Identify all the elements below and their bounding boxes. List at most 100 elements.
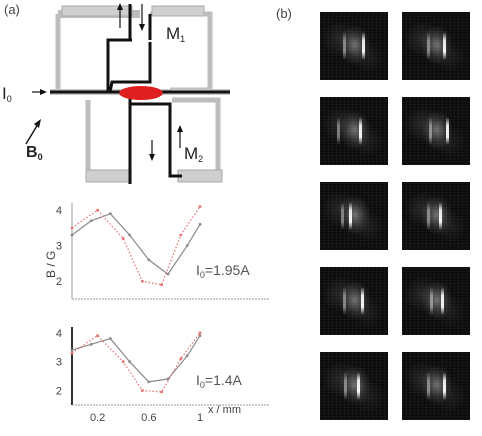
- x-tick-label: 0.2: [90, 412, 105, 424]
- data-point: [166, 377, 170, 381]
- b0-arrow: [34, 119, 41, 128]
- absorption-image-tile: [320, 182, 388, 250]
- data-point: [160, 283, 164, 287]
- x-axis-label: x / mm: [208, 404, 241, 416]
- atom-cloud: [119, 86, 163, 100]
- current-arrow-m1-down: [139, 24, 145, 31]
- trap-schematic: [25, 3, 230, 184]
- data-point: [198, 334, 202, 338]
- current-arrow-m1-up: [117, 3, 123, 10]
- data-point: [141, 389, 144, 392]
- dim-streak: [429, 117, 432, 145]
- y-tick-label: 3: [56, 357, 62, 369]
- data-point: [89, 342, 93, 346]
- y-tick-label: 3: [56, 241, 62, 253]
- dim-streak: [343, 287, 346, 315]
- data-point: [166, 272, 170, 276]
- absorption-image-tile: [402, 352, 470, 420]
- dim-streak: [341, 202, 344, 230]
- absorption-image-tile: [320, 352, 388, 420]
- m2-label: M2: [184, 144, 204, 164]
- series-line-1: [71, 206, 201, 286]
- absorption-image-tile: [402, 182, 470, 250]
- bright-streak: [446, 117, 449, 145]
- y-tick-label: 2: [56, 386, 62, 398]
- data-point: [121, 360, 125, 364]
- data-point: [109, 337, 112, 340]
- data-point: [96, 208, 99, 212]
- i0-arrow: [40, 89, 47, 95]
- data-point: [185, 354, 189, 358]
- data-point: [121, 237, 125, 240]
- data-point: [70, 348, 74, 352]
- bright-streak: [443, 372, 446, 400]
- data-point: [198, 222, 202, 226]
- y-axis-label: B / G: [44, 250, 58, 278]
- y-tick-label: 2: [56, 276, 62, 288]
- data-point: [128, 360, 132, 364]
- outer-wall-top-left: [55, 14, 108, 95]
- data-point: [96, 334, 99, 338]
- dim-streak: [427, 202, 430, 230]
- data-point: [70, 233, 74, 237]
- top-block-right: [151, 5, 205, 17]
- annotation-top: I0=1.95A: [196, 262, 250, 280]
- data-point: [198, 331, 202, 335]
- y-tick-label: 4: [56, 328, 62, 340]
- absorption-image-tile: [320, 97, 388, 165]
- bright-streak: [443, 32, 446, 60]
- dim-streak: [427, 372, 430, 400]
- bottom-block-right: [177, 169, 223, 183]
- bright-streak: [357, 372, 360, 400]
- data-point: [185, 244, 189, 248]
- absorption-image-tile: [320, 12, 388, 80]
- data-point: [179, 357, 183, 361]
- bright-streak: [439, 202, 442, 230]
- i0-label: I0: [2, 84, 12, 104]
- bright-streak: [349, 202, 352, 230]
- current-arrow-m2-up: [177, 125, 183, 132]
- data-point: [109, 212, 112, 216]
- x-tick-label: 1: [197, 412, 203, 424]
- panel-a-label: (a): [4, 2, 20, 17]
- data-point: [89, 219, 93, 223]
- top-block-left: [61, 5, 133, 17]
- data-point: [147, 380, 151, 384]
- data-point: [160, 390, 164, 394]
- x-tick-label: 0.6: [141, 412, 156, 424]
- absorption-image-tile: [402, 267, 470, 335]
- bright-streak: [359, 117, 362, 145]
- dim-streak: [337, 117, 340, 145]
- absorption-image-tile: [320, 267, 388, 335]
- bright-streak: [362, 32, 365, 60]
- m1-label: M1: [166, 24, 186, 44]
- bottom-block-left: [85, 169, 131, 183]
- data-point: [147, 258, 151, 262]
- dim-streak: [430, 287, 433, 315]
- bright-streak: [361, 287, 364, 315]
- bright-streak: [441, 287, 444, 315]
- absorption-image-tile: [402, 12, 470, 80]
- plot-top: 4 3 2: [56, 203, 270, 300]
- data-point: [128, 233, 132, 237]
- field-profile-plots: 4 3 2 4 3 2 0.2 0.6 1: [56, 203, 270, 424]
- data-point: [70, 226, 74, 230]
- data-point: [70, 351, 74, 355]
- annotation-bottom: I0=1.4A: [196, 372, 242, 390]
- panel-b-label: (b): [276, 6, 292, 21]
- m1-wire: [108, 42, 152, 93]
- data-point: [198, 205, 202, 208]
- data-point: [141, 279, 144, 283]
- current-arrow-m2-down: [149, 154, 155, 161]
- y-tick-label: 4: [56, 205, 62, 217]
- series-line-1: [71, 332, 201, 393]
- dim-streak: [343, 32, 346, 60]
- absorption-image-tile: [402, 97, 470, 165]
- data-point: [179, 233, 183, 237]
- series-line-0: [71, 335, 201, 383]
- dim-streak: [344, 372, 347, 400]
- dim-streak: [427, 32, 430, 60]
- plot-bottom: 4 3 2 0.2 0.6 1: [56, 327, 270, 424]
- outer-wall-bottom-right: [172, 97, 221, 172]
- b0-label: B0: [26, 144, 43, 162]
